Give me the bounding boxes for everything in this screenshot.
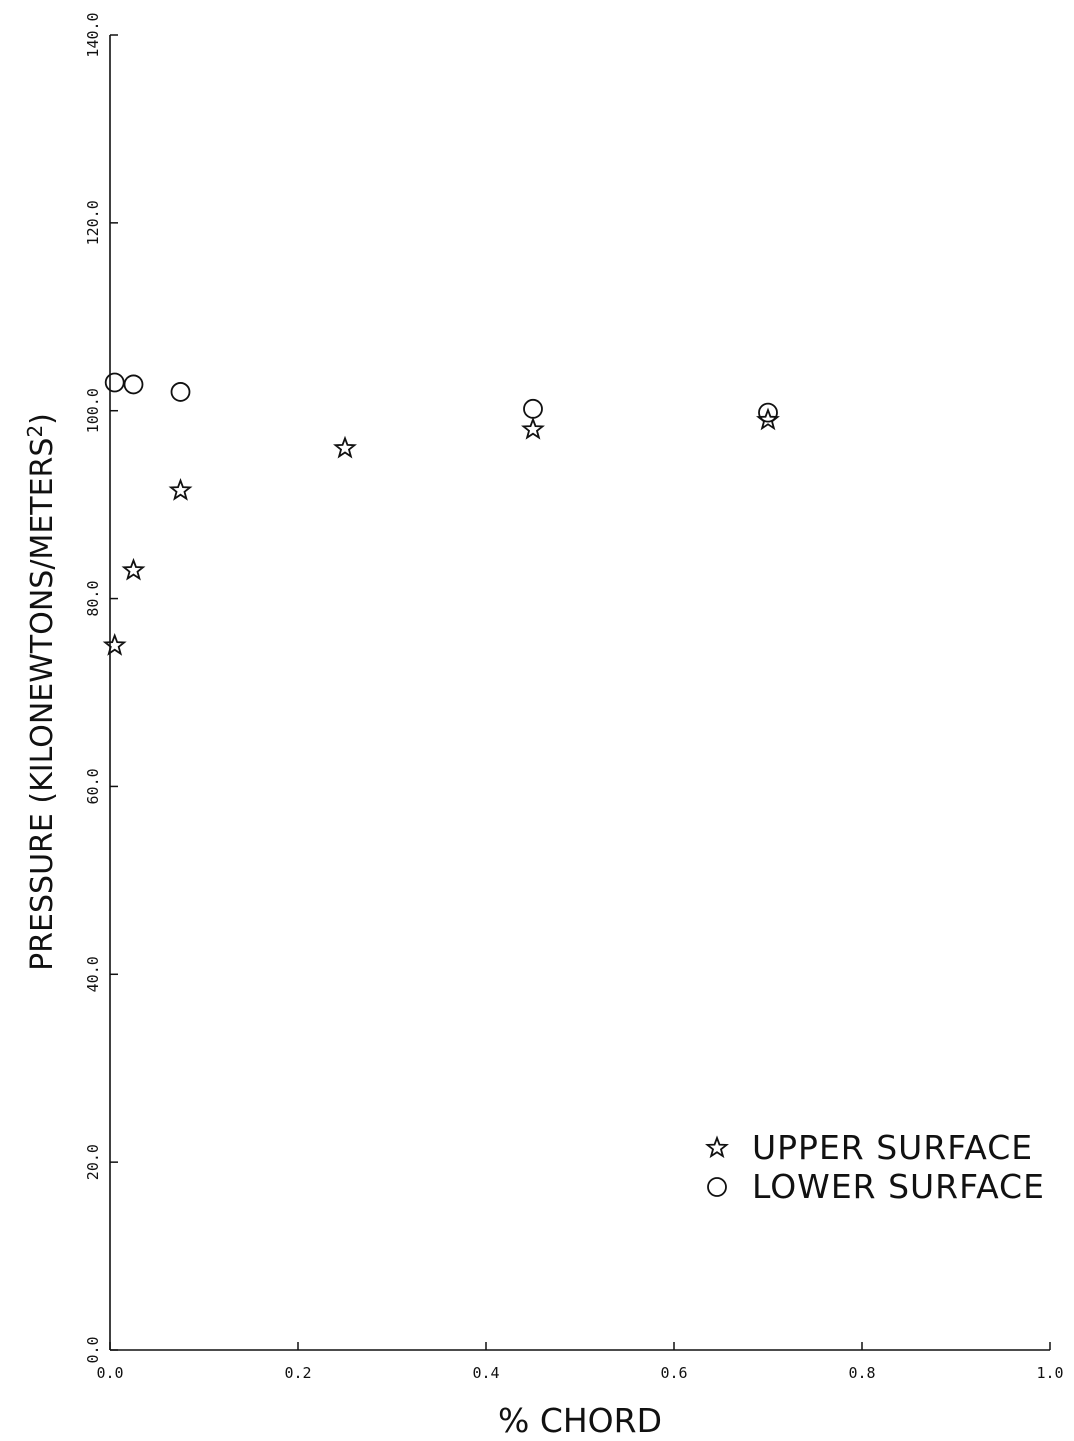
- x-tick-label: 1.0: [1036, 1364, 1063, 1382]
- y-tick-label: 120.0: [84, 200, 102, 245]
- y-tick-label: 0.0: [84, 1336, 102, 1363]
- legend-lower-marker: [707, 1177, 727, 1197]
- lower-surface-point: [104, 372, 125, 393]
- legend-lower-label: LOWER SURFACE: [752, 1167, 1045, 1206]
- x-tick-label: 0.2: [284, 1364, 311, 1382]
- upper-surface-point: [333, 435, 357, 459]
- upper-surface-point: [168, 477, 193, 501]
- lower-surface-point: [170, 382, 191, 402]
- lower-surface-point: [123, 374, 144, 395]
- lower-surface-point: [523, 398, 543, 419]
- y-tick-label: 40.0: [84, 956, 102, 992]
- y-axis-title-main: PRESSURE (KILONEWTONS/METERS: [25, 438, 60, 971]
- legend-upper-marker: [705, 1135, 729, 1159]
- axes: [109, 35, 1050, 1351]
- legend: UPPER SURFACE LOWER SURFACE: [705, 1128, 1045, 1206]
- series-star: [102, 407, 780, 656]
- y-ticks: 0.0 20.0 40.0 60.0 80.0 100.0 120.0 140.0: [84, 12, 118, 1364]
- y-axis-title-superscript: 2: [23, 425, 47, 438]
- x-tick-label: 0.8: [848, 1364, 875, 1382]
- circle-icon: [707, 1177, 727, 1197]
- star-icon: [705, 1135, 729, 1159]
- upper-surface-point: [121, 557, 146, 581]
- x-tick-label: 0.4: [472, 1364, 499, 1382]
- x-ticks: 0.0 0.2 0.4 0.6 0.8 1.0: [96, 1342, 1064, 1382]
- y-axis-title: PRESSURE (KILONEWTONS/METERS2): [23, 413, 60, 971]
- x-axis-title: % CHORD: [498, 1401, 662, 1440]
- series-circle: [104, 372, 778, 423]
- y-tick-label: 20.0: [84, 1144, 102, 1180]
- y-tick-label: 140.0: [84, 12, 102, 57]
- y-tick-label: 60.0: [84, 768, 102, 804]
- upper-surface-point: [521, 416, 545, 440]
- y-tick-label: 80.0: [84, 581, 102, 617]
- y-axis-title-close: ): [25, 413, 60, 425]
- upper-surface-point: [102, 632, 127, 656]
- x-tick-label: 0.0: [96, 1364, 123, 1382]
- lower-surface-point: [758, 402, 778, 423]
- legend-upper-label: UPPER SURFACE: [752, 1128, 1033, 1167]
- data-points: [102, 372, 780, 656]
- y-tick-label: 100.0: [84, 388, 102, 433]
- x-tick-label: 0.6: [660, 1364, 687, 1382]
